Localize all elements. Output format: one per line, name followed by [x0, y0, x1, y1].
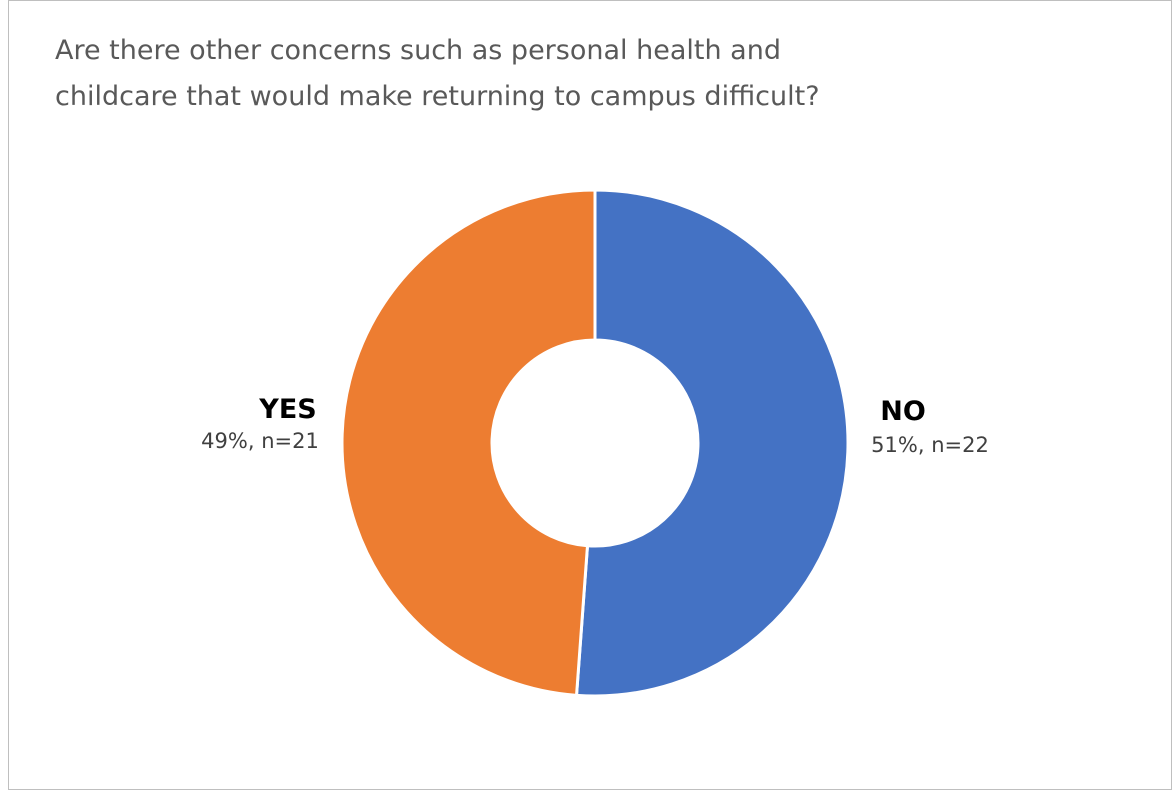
data-label-yes-value: 49%, n=21 — [201, 429, 319, 453]
donut-slice-yes — [340, 188, 597, 697]
data-label-no-name: NO — [880, 396, 926, 427]
chart-title: Are there other concerns such as persona… — [55, 28, 955, 120]
chart-title-line-1: Are there other concerns such as persona… — [55, 35, 781, 66]
donut-slice-no — [575, 188, 850, 698]
donut-chart: NO 51%, n=22 YES 49%, n=21 — [201, 188, 989, 698]
donut-slices — [340, 188, 850, 698]
chart-title-line-2: childcare that would make returning to c… — [55, 81, 820, 112]
data-label-yes-name: YES — [258, 394, 316, 425]
data-labels: NO 51%, n=22 YES 49%, n=21 — [201, 394, 989, 457]
data-label-no-value: 51%, n=22 — [871, 433, 989, 457]
